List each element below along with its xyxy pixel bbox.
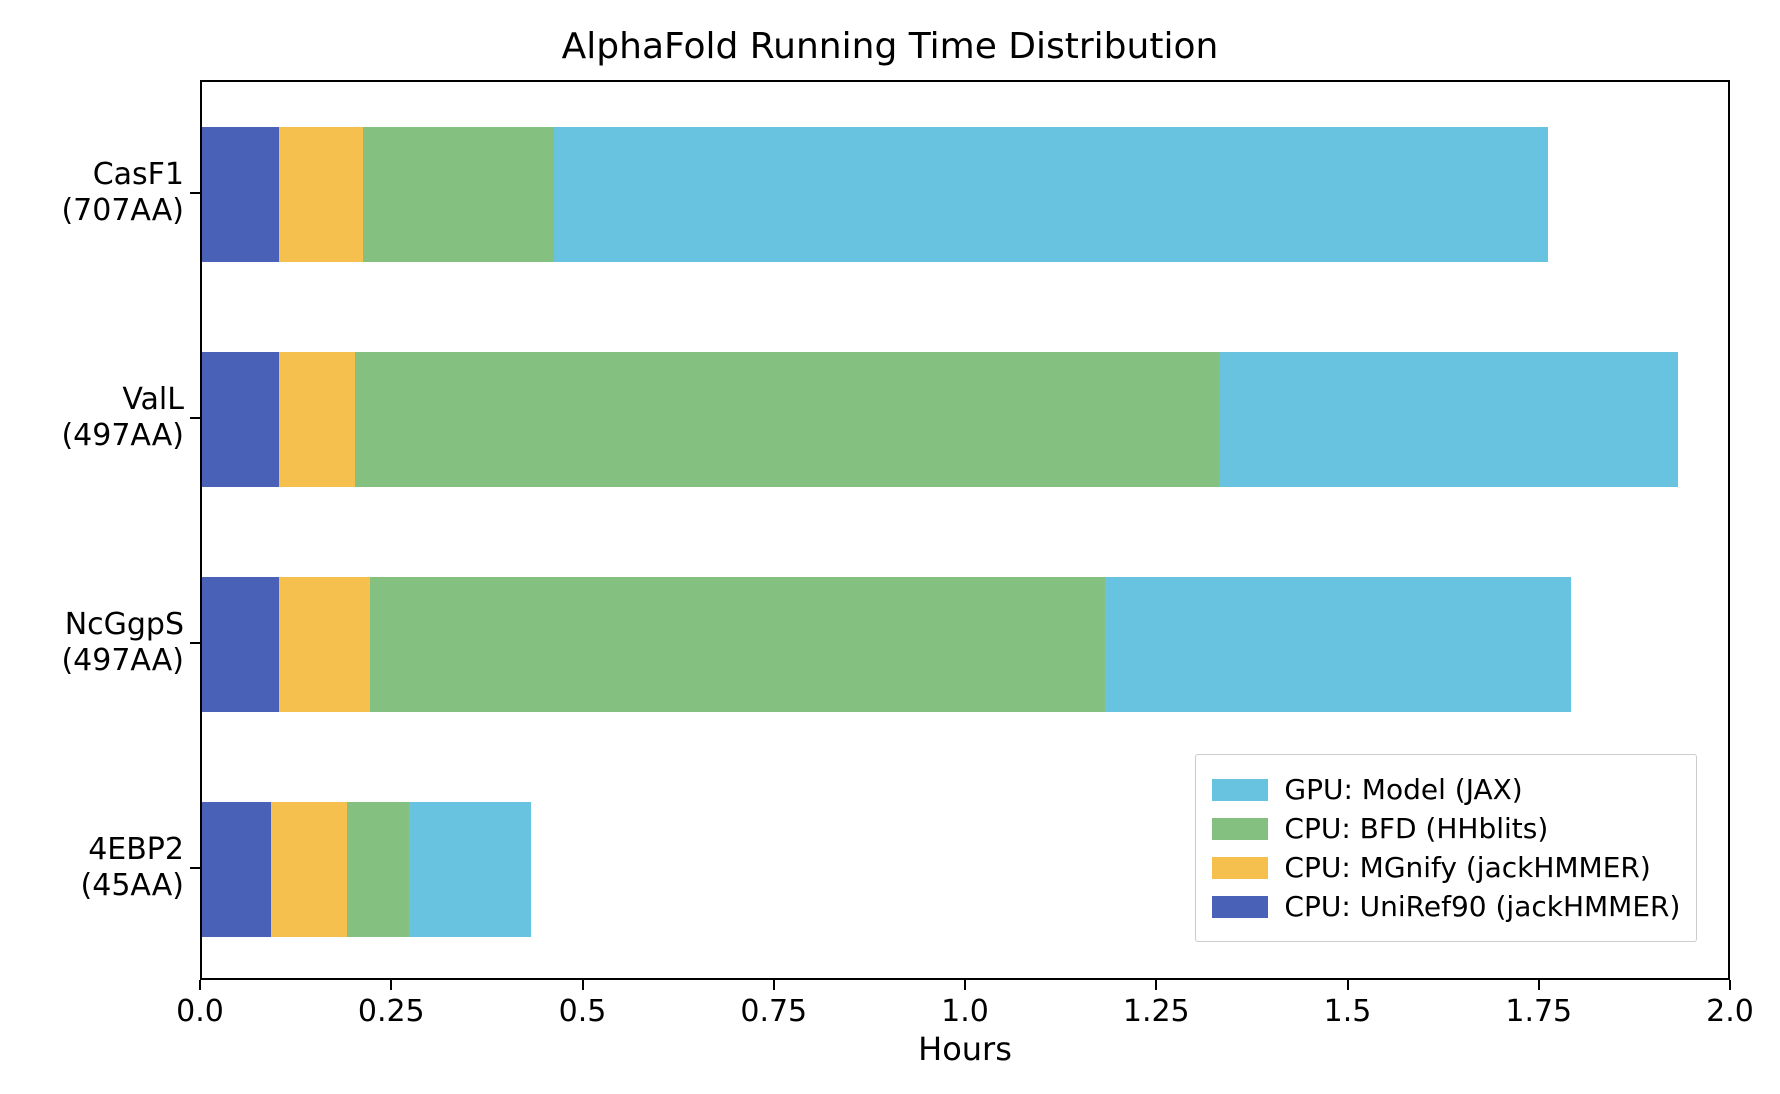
ytick-label: CasF1 (707AA) [61, 157, 184, 229]
xtick-mark [1347, 980, 1349, 990]
bar-segment-mgnify [279, 577, 371, 712]
xtick-label: 0.25 [358, 994, 425, 1029]
ytick-mark [190, 867, 200, 869]
legend: GPU: Model (JAX) CPU: BFD (HHblits) CPU: M… [1195, 754, 1697, 942]
xtick-label: 0.5 [559, 994, 607, 1029]
bar-segment-bfd [370, 577, 1104, 712]
bar-segment-uniref90 [202, 352, 279, 487]
xtick-mark [1729, 980, 1731, 990]
xtick-mark [582, 980, 584, 990]
legend-label: CPU: BFD (HHblits) [1284, 812, 1548, 845]
bar-segment-bfd [347, 802, 408, 937]
xtick-mark [1155, 980, 1157, 990]
xtick-label: 1.0 [941, 994, 989, 1029]
xtick-label: 0.0 [176, 994, 224, 1029]
xtick-label: 2.0 [1706, 994, 1754, 1029]
chart-container: AlphaFold Running Time Distribution GPU:… [20, 20, 1760, 1074]
ytick-mark [190, 417, 200, 419]
xtick-mark [773, 980, 775, 990]
bar-row [202, 127, 1728, 262]
x-axis-label: Hours [200, 1030, 1730, 1068]
legend-swatch [1212, 779, 1268, 801]
plot-area: GPU: Model (JAX) CPU: BFD (HHblits) CPU: M… [200, 80, 1730, 980]
xtick-mark [390, 980, 392, 990]
ytick-mark [190, 192, 200, 194]
bar-segment-mgnify [279, 352, 356, 487]
xtick-label: 0.75 [740, 994, 807, 1029]
bar-segment-mgnify [271, 802, 348, 937]
legend-item-uniref90: CPU: UniRef90 (jackHMMER) [1212, 890, 1680, 923]
xtick-label: 1.75 [1505, 994, 1572, 1029]
legend-label: CPU: UniRef90 (jackHMMER) [1284, 890, 1680, 923]
bar-segment-mgnify [279, 127, 363, 262]
ytick-label: NcGgpS (497AA) [61, 607, 184, 679]
bar-segment-bfd [355, 352, 1219, 487]
xtick-mark [199, 980, 201, 990]
chart-title: AlphaFold Running Time Distribution [20, 26, 1760, 67]
bar-segment-gpu [1105, 577, 1572, 712]
ytick-mark [190, 642, 200, 644]
xtick-label: 1.25 [1123, 994, 1190, 1029]
legend-swatch [1212, 896, 1268, 918]
legend-label: GPU: Model (JAX) [1284, 773, 1522, 806]
bar-segment-uniref90 [202, 802, 271, 937]
bar-segment-uniref90 [202, 127, 279, 262]
legend-label: CPU: MGnify (jackHMMER) [1284, 851, 1650, 884]
bar-segment-uniref90 [202, 577, 279, 712]
legend-item-bfd: CPU: BFD (HHblits) [1212, 812, 1680, 845]
bar-segment-gpu [1219, 352, 1678, 487]
xtick-mark [964, 980, 966, 990]
bar-segment-gpu [554, 127, 1549, 262]
bar-row [202, 352, 1728, 487]
ytick-label: 4EBP2 (45AA) [81, 832, 184, 904]
legend-swatch [1212, 818, 1268, 840]
bar-row [202, 577, 1728, 712]
legend-item-gpu: GPU: Model (JAX) [1212, 773, 1680, 806]
ytick-label: ValL (497AA) [61, 382, 184, 454]
bar-segment-bfd [363, 127, 554, 262]
legend-swatch [1212, 857, 1268, 879]
xtick-mark [1538, 980, 1540, 990]
legend-item-mgnify: CPU: MGnify (jackHMMER) [1212, 851, 1680, 884]
bar-segment-gpu [409, 802, 531, 937]
xtick-label: 1.5 [1324, 994, 1372, 1029]
